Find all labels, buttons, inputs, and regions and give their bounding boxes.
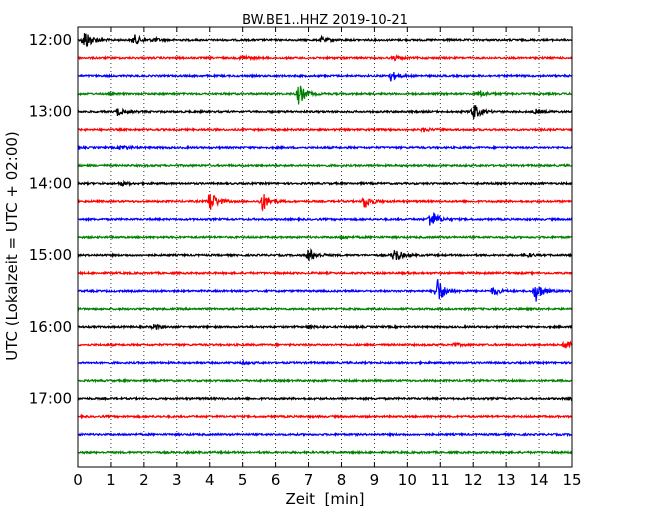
trace-1200: [77, 33, 573, 48]
y-tick-label: 15:00: [29, 246, 72, 264]
trace-1630: [77, 359, 573, 366]
x-tick-label: 4: [205, 471, 215, 489]
x-tick-label: 7: [304, 471, 314, 489]
x-axis: 0 1 2 3 4 5 6 7 8 9 10 11 12 13 14 15: [73, 27, 582, 489]
trace-1430: [77, 212, 573, 226]
trace-1515: [77, 270, 573, 277]
y-tick-label: 14:00: [29, 174, 72, 192]
trace-1445: [77, 234, 573, 240]
trace-1500: [77, 247, 573, 262]
seismogram-traces: [77, 33, 573, 456]
trace-1730: [77, 431, 573, 438]
x-tick-label: 2: [139, 471, 149, 489]
x-tick-label: 11: [431, 471, 450, 489]
trace-1745: [77, 449, 573, 456]
trace-1415: [77, 193, 573, 212]
trace-1530: [77, 278, 573, 302]
x-tick-label: 15: [562, 471, 581, 489]
x-tick-label: 10: [398, 471, 417, 489]
y-axis-label: UTC (Lokalzeit = UTC + 02:00): [3, 131, 21, 361]
x-tick-label: 12: [464, 471, 483, 489]
x-tick-label: 5: [238, 471, 248, 489]
y-axis: 12:00 13:00 14:00 15:00 16:00 17:00: [29, 31, 572, 408]
trace-1545: [77, 306, 573, 312]
x-tick-label: 14: [530, 471, 549, 489]
x-tick-label: 1: [106, 471, 116, 489]
y-tick-label: 12:00: [29, 31, 72, 49]
x-tick-label: 3: [172, 471, 182, 489]
trace-1215: [77, 53, 573, 62]
x-tick-label: 0: [73, 471, 83, 489]
x-tick-label: 13: [497, 471, 516, 489]
grid-lines: [110, 27, 540, 467]
plot-frame: [77, 26, 573, 468]
trace-1645: [77, 377, 573, 384]
trace-1330: [77, 144, 573, 151]
x-tick-label: 8: [337, 471, 347, 489]
trace-1245: [77, 85, 572, 105]
y-tick-label: 13:00: [29, 103, 72, 121]
trace-1300: [77, 105, 573, 119]
y-tick-label: 17:00: [29, 390, 72, 408]
trace-1615: [77, 340, 573, 349]
trace-1700: [77, 395, 573, 402]
chart-title: BW.BE1..HHZ 2019-10-21: [242, 13, 408, 28]
x-tick-label: 9: [370, 471, 380, 489]
x-tick-label: 6: [271, 471, 281, 489]
trace-1315: [77, 126, 573, 133]
trace-1600: [77, 323, 573, 331]
trace-1715: [77, 413, 573, 420]
trace-1400: [77, 179, 573, 188]
trace-1345: [77, 162, 573, 169]
trace-1230: [77, 72, 573, 82]
y-tick-label: 16:00: [29, 318, 72, 336]
x-axis-label: Zeit [min]: [285, 490, 364, 508]
